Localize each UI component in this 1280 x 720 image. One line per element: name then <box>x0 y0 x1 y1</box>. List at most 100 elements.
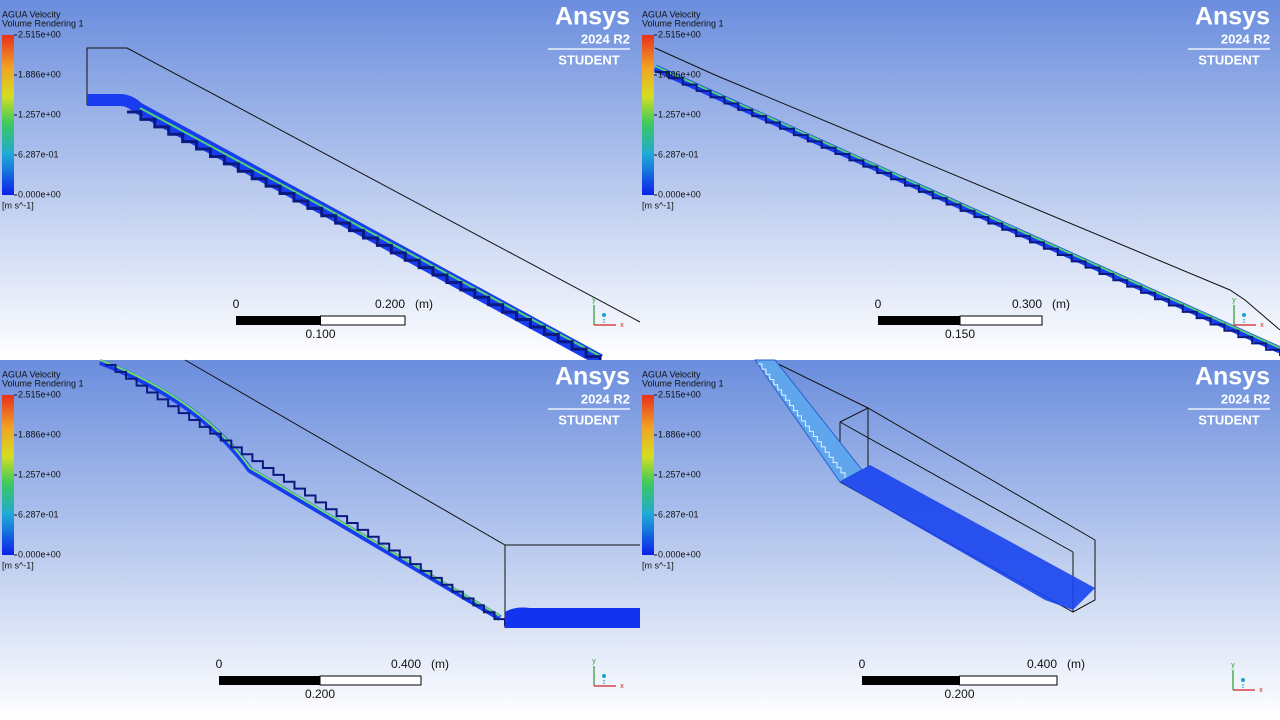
triad-z: z <box>603 680 606 686</box>
scale-start: 0 <box>216 657 223 671</box>
colorbar-label: 6.287e-01 <box>658 509 699 519</box>
triad-z: z <box>603 319 606 325</box>
legend-unit: [m s^-1] <box>642 560 674 570</box>
triad-z-axis <box>1242 313 1246 317</box>
scale-bar-black <box>878 316 960 325</box>
scale-end: 0.400 <box>391 657 421 671</box>
scale-unit: (m) <box>1052 297 1070 311</box>
water <box>840 465 1095 610</box>
colorbar <box>642 395 654 555</box>
scale-start: 0 <box>859 657 866 671</box>
colorbar-label: 0.000e+00 <box>18 549 61 559</box>
triad-z: z <box>1243 319 1246 325</box>
colorbar-label: 1.257e+00 <box>658 109 701 119</box>
domain-outline <box>839 407 869 468</box>
colorbar <box>2 395 14 555</box>
scale-bar-white <box>319 675 422 686</box>
scale-bar-black <box>236 316 321 325</box>
scale-bar-white <box>959 675 1058 686</box>
colorbar-label: 1.257e+00 <box>658 469 701 479</box>
scale-mid: 0.200 <box>305 687 335 701</box>
scale-start: 0 <box>875 297 882 311</box>
scale-end: 0.200 <box>375 297 405 311</box>
colorbar-label: 1.886e+00 <box>658 69 701 79</box>
colorbar-label: 2.515e+00 <box>658 389 701 399</box>
water-surface <box>99 359 501 617</box>
triad-y: y <box>1231 662 1235 669</box>
scale-mid: 0.150 <box>945 327 975 341</box>
scale-end: 0.300 <box>1012 297 1042 311</box>
colorbar-label: 0.000e+00 <box>18 189 61 199</box>
scale-mid: 0.200 <box>944 687 974 701</box>
scale-bar-white <box>320 315 406 326</box>
logo-edition: STUDENT <box>1198 412 1259 427</box>
scale-bar-black <box>862 676 960 685</box>
legend-subtitle: Volume Rendering 1 <box>642 18 724 28</box>
scale-end: 0.400 <box>1027 657 1057 671</box>
triad-z-axis <box>602 313 606 317</box>
colorbar-label: 6.287e-01 <box>658 149 699 159</box>
logo-name: Ansys <box>555 3 630 31</box>
domain-outline <box>86 47 641 323</box>
legend-subtitle: Volume Rendering 1 <box>2 18 84 28</box>
scale-start: 0 <box>233 297 240 311</box>
logo-name: Ansys <box>1195 3 1270 31</box>
triad-y: y <box>592 658 596 665</box>
scale-mid: 0.100 <box>305 327 335 341</box>
water-surface <box>139 107 601 357</box>
legend-subtitle: Volume Rendering 1 <box>642 378 724 388</box>
logo-edition: STUDENT <box>558 52 619 67</box>
stairs <box>105 364 506 626</box>
scale-unit: (m) <box>431 657 449 671</box>
water <box>653 64 1280 354</box>
legend-title: AGUA Velocity <box>2 9 61 19</box>
colorbar <box>2 35 14 195</box>
legend-unit: [m s^-1] <box>2 200 34 210</box>
colorbar-label: 1.886e+00 <box>18 429 61 439</box>
triad-x: x <box>620 322 624 329</box>
legend-unit: [m s^-1] <box>2 560 34 570</box>
colorbar-label: 2.515e+00 <box>658 29 701 39</box>
triad-y: y <box>1232 297 1236 304</box>
legend-title: AGUA Velocity <box>642 369 701 379</box>
colorbar-label: 0.000e+00 <box>658 189 701 199</box>
triad-x: x <box>620 683 624 690</box>
viewport-background <box>0 360 640 720</box>
colorbar-label: 1.257e+00 <box>18 469 61 479</box>
colorbar-label: 6.287e-01 <box>18 149 59 159</box>
colorbar-label: 2.515e+00 <box>18 389 61 399</box>
legend-title: AGUA Velocity <box>642 9 701 19</box>
colorbar-label: 1.257e+00 <box>18 109 61 119</box>
colorbar-label: 1.886e+00 <box>658 429 701 439</box>
logo-version: 2024 R2 <box>581 391 630 406</box>
scale-bar-white <box>959 315 1043 326</box>
scale-bar-black <box>219 676 320 685</box>
scale-unit: (m) <box>1067 657 1085 671</box>
logo-edition: STUDENT <box>558 412 619 427</box>
pool <box>505 607 640 628</box>
scale-unit: (m) <box>415 297 433 311</box>
logo-version: 2024 R2 <box>581 31 630 46</box>
logo-version: 2024 R2 <box>1221 31 1270 46</box>
water-surface <box>654 65 1280 349</box>
domain-outline <box>839 421 1074 553</box>
legend-title: AGUA Velocity <box>2 369 61 379</box>
triad-z-axis <box>602 674 606 678</box>
logo-version: 2024 R2 <box>1221 391 1270 406</box>
viewport-background <box>0 0 640 360</box>
triad-z-axis <box>1241 678 1245 682</box>
logo-name: Ansys <box>1195 363 1270 391</box>
legend-unit: [m s^-1] <box>642 200 674 210</box>
stairs-detail <box>758 363 846 478</box>
colorbar-label: 1.886e+00 <box>18 69 61 79</box>
water <box>87 94 603 366</box>
triad-y: y <box>592 297 596 304</box>
colorbar-label: 2.515e+00 <box>18 29 61 39</box>
triad-z: z <box>1242 684 1245 690</box>
stairs <box>127 110 602 364</box>
